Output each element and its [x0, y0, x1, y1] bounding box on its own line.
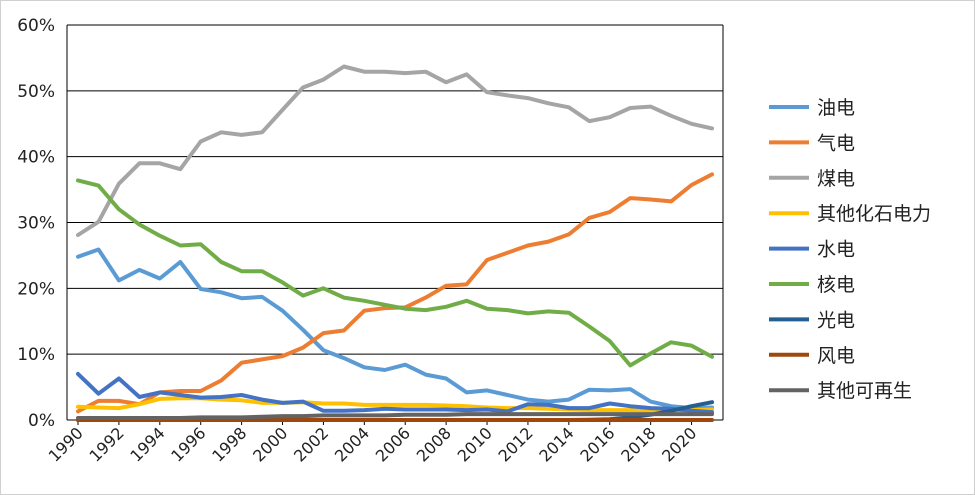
legend-label: 其他可再生	[817, 380, 912, 402]
x-tick-label: 2014	[535, 423, 577, 465]
series-lines	[76, 64, 714, 422]
x-tick-label: 1994	[126, 423, 168, 465]
y-tick-label: 30%	[17, 214, 55, 234]
x-tick-label: 1996	[167, 423, 209, 465]
series-line	[76, 396, 714, 413]
y-tick-label: 40%	[17, 148, 55, 168]
series-line	[76, 178, 714, 368]
axes: 0%10%20%30%40%50%60%19901992199419961998…	[17, 16, 724, 466]
y-tick-label: 20%	[17, 279, 55, 299]
series-line	[76, 371, 714, 415]
x-tick-label: 2008	[413, 423, 455, 465]
y-tick-label: 10%	[17, 345, 55, 365]
x-tick-label: 2006	[372, 423, 414, 465]
series-line	[76, 172, 714, 414]
x-tick-label: 1998	[208, 423, 250, 465]
legend-label: 光电	[817, 309, 855, 331]
x-tick-label: 2016	[576, 423, 618, 465]
legend-label: 油电	[817, 97, 855, 119]
series-line	[76, 247, 714, 411]
legend-label: 核电	[817, 274, 855, 296]
y-tick-label: 50%	[17, 82, 55, 102]
legend-label: 气电	[817, 132, 855, 154]
series-line	[76, 64, 714, 237]
gridlines	[67, 24, 723, 355]
x-tick-label: 1992	[86, 423, 128, 465]
y-tick-label: 60%	[17, 16, 55, 36]
x-tick-label: 2004	[331, 423, 373, 465]
legend-label: 水电	[817, 239, 855, 261]
legend-label: 煤电	[817, 168, 855, 190]
legend-label: 其他化石电力	[817, 203, 931, 225]
x-tick-label: 2010	[454, 423, 496, 465]
x-tick-label: 2000	[249, 423, 291, 465]
x-tick-label: 2002	[290, 423, 332, 465]
legend-label: 风电	[817, 345, 855, 367]
x-tick-label: 2012	[495, 423, 537, 465]
series-line	[76, 412, 714, 420]
x-tick-label: 2020	[658, 423, 700, 465]
y-tick-label: 0%	[28, 411, 55, 431]
x-tick-label: 2018	[617, 423, 659, 465]
